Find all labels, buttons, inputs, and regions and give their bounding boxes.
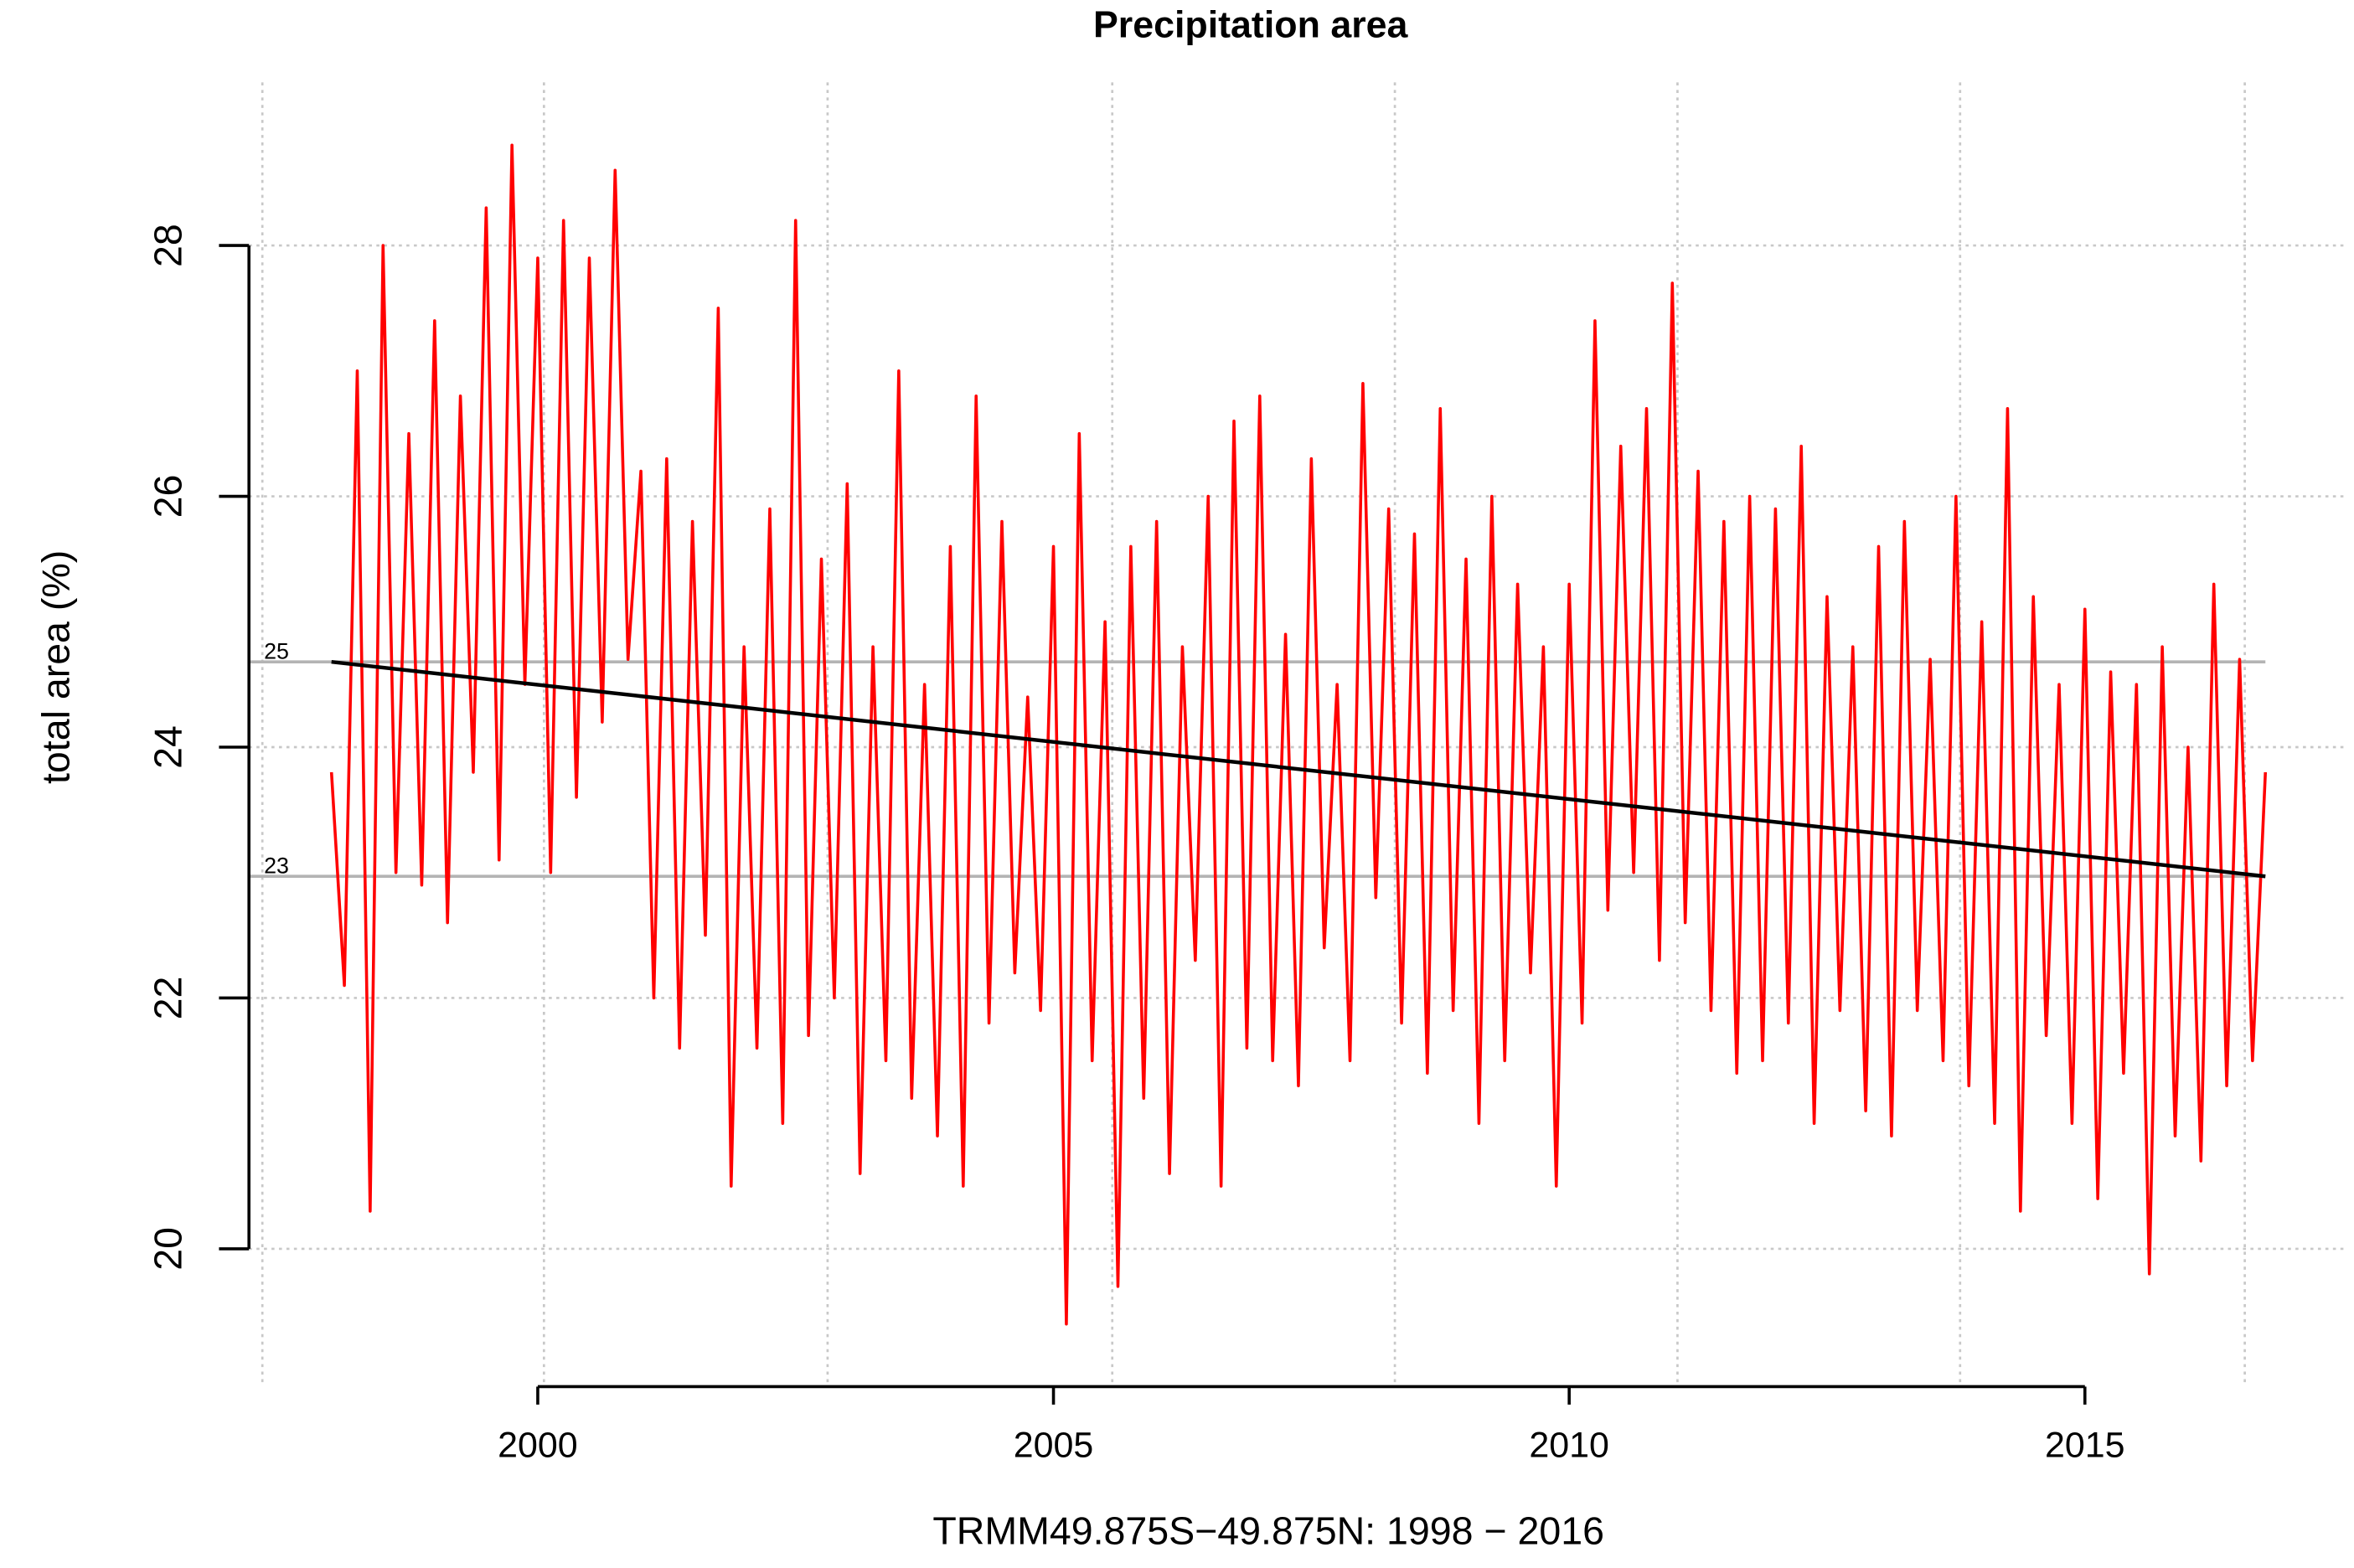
y-tick-label: 20: [146, 1227, 189, 1271]
reference-label: 23: [264, 854, 289, 879]
y-tick-label: 24: [146, 725, 189, 769]
x-tick-label: 2000: [498, 1426, 578, 1466]
x-tick-label: 2015: [2045, 1426, 2125, 1466]
x-axis-title: TRMM49.875S−49.875N: 1998 − 2016: [932, 1509, 1604, 1552]
y-tick-label: 22: [146, 977, 189, 1020]
trend-line: [331, 659, 2266, 879]
y-tick-label: 26: [146, 475, 189, 518]
y-tick-label: 28: [146, 224, 189, 267]
x-tick-label: 2010: [1529, 1426, 1609, 1466]
reference-label: 25: [264, 639, 289, 664]
x-tick-label: 2005: [1014, 1426, 1094, 1466]
y-axis-title: total area (%): [34, 550, 77, 784]
chart-title: Precipitation area: [1093, 4, 1409, 46]
data-line: [329, 143, 2268, 1326]
